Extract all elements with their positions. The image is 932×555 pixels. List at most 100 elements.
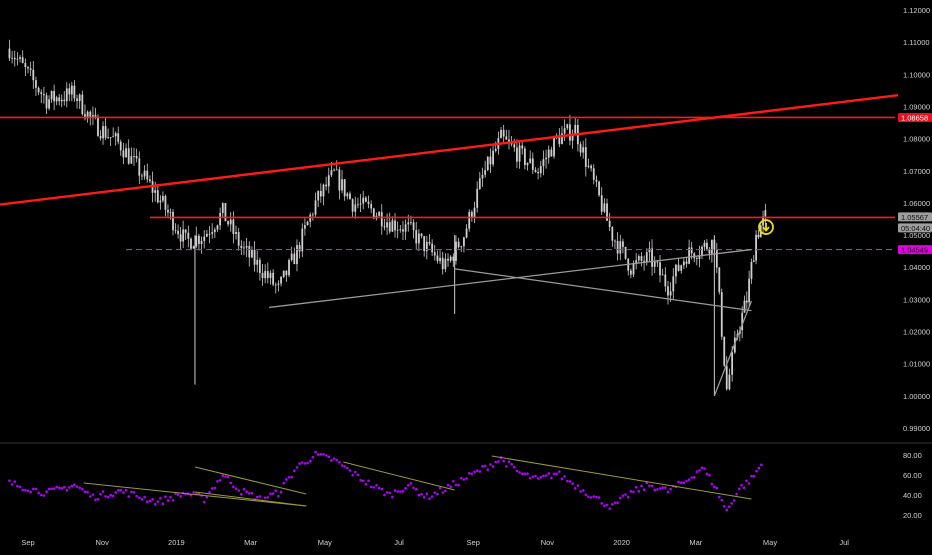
candle[interactable] bbox=[213, 227, 216, 238]
candle[interactable] bbox=[750, 258, 753, 284]
candle[interactable] bbox=[240, 240, 243, 256]
candle[interactable] bbox=[598, 180, 600, 197]
candle[interactable] bbox=[346, 192, 349, 200]
candle[interactable] bbox=[500, 126, 502, 139]
candle[interactable] bbox=[701, 245, 703, 260]
candle[interactable] bbox=[672, 268, 675, 301]
candle[interactable] bbox=[104, 117, 107, 141]
candle[interactable] bbox=[718, 266, 721, 295]
candle[interactable] bbox=[457, 237, 460, 249]
candle[interactable] bbox=[550, 146, 553, 157]
candle[interactable] bbox=[547, 145, 550, 164]
candle[interactable] bbox=[619, 234, 622, 261]
candle[interactable] bbox=[703, 240, 706, 252]
candle[interactable] bbox=[198, 233, 200, 251]
candle[interactable] bbox=[37, 86, 40, 96]
candle[interactable] bbox=[537, 167, 540, 180]
candle[interactable] bbox=[653, 256, 656, 274]
candle[interactable] bbox=[473, 201, 476, 224]
price-axis[interactable]: 1.12000 1.11000 1.10000 1.09000 1.08000 1.070… bbox=[903, 6, 930, 433]
candle[interactable] bbox=[335, 160, 338, 171]
rsi-dots[interactable] bbox=[8, 450, 763, 512]
candle[interactable] bbox=[436, 250, 439, 264]
candle[interactable] bbox=[595, 175, 598, 187]
rsi-trendline[interactable] bbox=[343, 461, 455, 491]
candle[interactable] bbox=[172, 209, 174, 236]
candle[interactable] bbox=[55, 95, 58, 106]
trendline-white[interactable] bbox=[713, 300, 753, 397]
candle[interactable] bbox=[35, 76, 37, 96]
candle[interactable] bbox=[349, 191, 351, 200]
candle[interactable] bbox=[362, 190, 365, 210]
candle[interactable] bbox=[102, 121, 104, 145]
candle[interactable] bbox=[725, 356, 728, 391]
candle[interactable] bbox=[235, 225, 237, 240]
candle[interactable] bbox=[370, 200, 373, 214]
candle[interactable] bbox=[521, 139, 524, 155]
candle[interactable] bbox=[211, 223, 214, 239]
candle[interactable] bbox=[86, 110, 89, 123]
candle[interactable] bbox=[243, 241, 245, 256]
candle[interactable] bbox=[616, 232, 619, 261]
candle[interactable] bbox=[141, 173, 143, 181]
candle[interactable] bbox=[107, 128, 110, 139]
candle[interactable] bbox=[143, 165, 146, 180]
candle[interactable] bbox=[378, 210, 381, 217]
candle[interactable] bbox=[587, 158, 590, 169]
candle[interactable] bbox=[723, 336, 726, 368]
candle[interactable] bbox=[715, 242, 718, 274]
candle[interactable] bbox=[728, 368, 731, 391]
candle[interactable] bbox=[635, 253, 638, 270]
candle[interactable] bbox=[682, 258, 685, 270]
candle[interactable] bbox=[706, 239, 708, 251]
candle[interactable] bbox=[455, 235, 457, 265]
candle[interactable] bbox=[174, 223, 177, 234]
rsi-trendline[interactable] bbox=[83, 482, 307, 507]
candle[interactable] bbox=[40, 89, 43, 104]
candle[interactable] bbox=[99, 130, 102, 141]
candle[interactable] bbox=[569, 114, 571, 146]
candle[interactable] bbox=[579, 141, 582, 157]
candle[interactable] bbox=[109, 137, 112, 147]
candle[interactable] bbox=[629, 268, 632, 279]
candle[interactable] bbox=[338, 166, 341, 200]
candle[interactable] bbox=[45, 92, 48, 114]
candle[interactable] bbox=[354, 196, 357, 219]
candle[interactable] bbox=[296, 239, 298, 272]
candle[interactable] bbox=[755, 230, 757, 265]
candle[interactable] bbox=[60, 94, 63, 108]
candle[interactable] bbox=[470, 210, 473, 222]
candle[interactable] bbox=[539, 160, 542, 178]
candle[interactable] bbox=[288, 258, 290, 278]
candle[interactable] bbox=[248, 241, 251, 267]
candle[interactable] bbox=[280, 275, 282, 287]
candle[interactable] bbox=[431, 239, 434, 256]
candle[interactable] bbox=[584, 138, 587, 177]
rsi-trendline[interactable] bbox=[194, 466, 307, 495]
trendline-white[interactable] bbox=[454, 268, 752, 312]
candle[interactable] bbox=[659, 254, 661, 283]
candle[interactable] bbox=[73, 80, 76, 102]
candle[interactable] bbox=[65, 82, 68, 108]
candle[interactable] bbox=[523, 146, 526, 170]
candle[interactable] bbox=[127, 139, 130, 165]
candle[interactable] bbox=[545, 149, 547, 169]
candle[interactable] bbox=[492, 145, 494, 167]
candle[interactable] bbox=[531, 152, 534, 174]
candle[interactable] bbox=[481, 167, 484, 187]
candle[interactable] bbox=[24, 58, 27, 76]
candle[interactable] bbox=[489, 148, 492, 174]
candle[interactable] bbox=[253, 241, 256, 272]
candle[interactable] bbox=[114, 131, 117, 146]
candle[interactable] bbox=[720, 288, 723, 340]
candle[interactable] bbox=[182, 220, 185, 249]
candle[interactable] bbox=[516, 139, 518, 168]
time-axis[interactable]: Sep Nov 2019 Mar May Jul Sep Nov 2020 Mar May Jul bbox=[21, 538, 849, 547]
candle[interactable] bbox=[258, 257, 261, 281]
candle[interactable] bbox=[122, 142, 125, 165]
candle[interactable] bbox=[227, 220, 229, 227]
candle[interactable] bbox=[293, 247, 296, 265]
candle[interactable] bbox=[752, 255, 755, 263]
candle[interactable] bbox=[478, 171, 481, 190]
